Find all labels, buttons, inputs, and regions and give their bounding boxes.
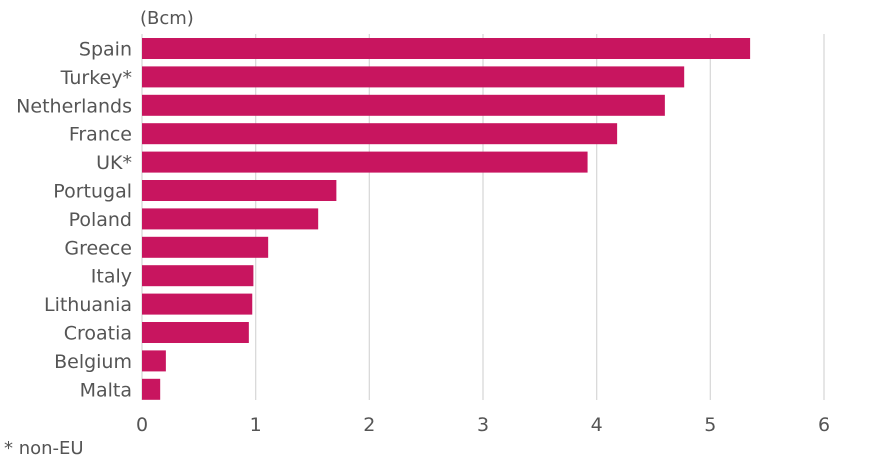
category-label: France	[69, 124, 132, 146]
bar	[142, 66, 685, 88]
bar	[142, 236, 269, 258]
category-label: Italy	[91, 266, 132, 288]
category-label: Turkey*	[60, 67, 132, 89]
bar	[142, 94, 665, 116]
category-labels: Spain Turkey* Netherlands France UK* Portugal…	[16, 39, 132, 402]
x-tick-label: 1	[250, 414, 262, 436]
x-tick-label: 3	[477, 414, 489, 436]
category-label: Greece	[64, 237, 132, 259]
bar	[142, 180, 337, 201]
bar	[142, 208, 319, 230]
x-tick-label: 2	[363, 414, 375, 436]
category-label: Spain	[79, 39, 132, 61]
x-tick-label: 5	[704, 414, 716, 436]
x-tick-labels: 0 1 2 3 4 5 6	[136, 414, 830, 436]
category-label: Malta	[80, 379, 132, 401]
bar	[142, 123, 618, 145]
bar	[142, 151, 588, 173]
bar	[142, 350, 166, 372]
bar	[142, 38, 751, 59]
category-label: Netherlands	[16, 95, 132, 117]
category-label: Lithuania	[44, 294, 132, 316]
bar	[142, 322, 249, 343]
category-label: Poland	[69, 209, 132, 231]
x-tick-label: 6	[818, 414, 830, 436]
bars	[142, 38, 751, 400]
unit-label: (Bcm)	[140, 8, 194, 29]
bar	[142, 293, 253, 315]
x-tick-label: 0	[136, 414, 148, 436]
category-label: UK*	[96, 152, 132, 174]
x-tick-label: 4	[591, 414, 603, 436]
footnote: * non-EU	[4, 438, 84, 459]
bar	[142, 378, 161, 400]
category-label: Croatia	[64, 323, 132, 345]
bar	[142, 265, 254, 287]
category-label: Belgium	[54, 351, 132, 373]
category-label: Portugal	[53, 181, 132, 203]
